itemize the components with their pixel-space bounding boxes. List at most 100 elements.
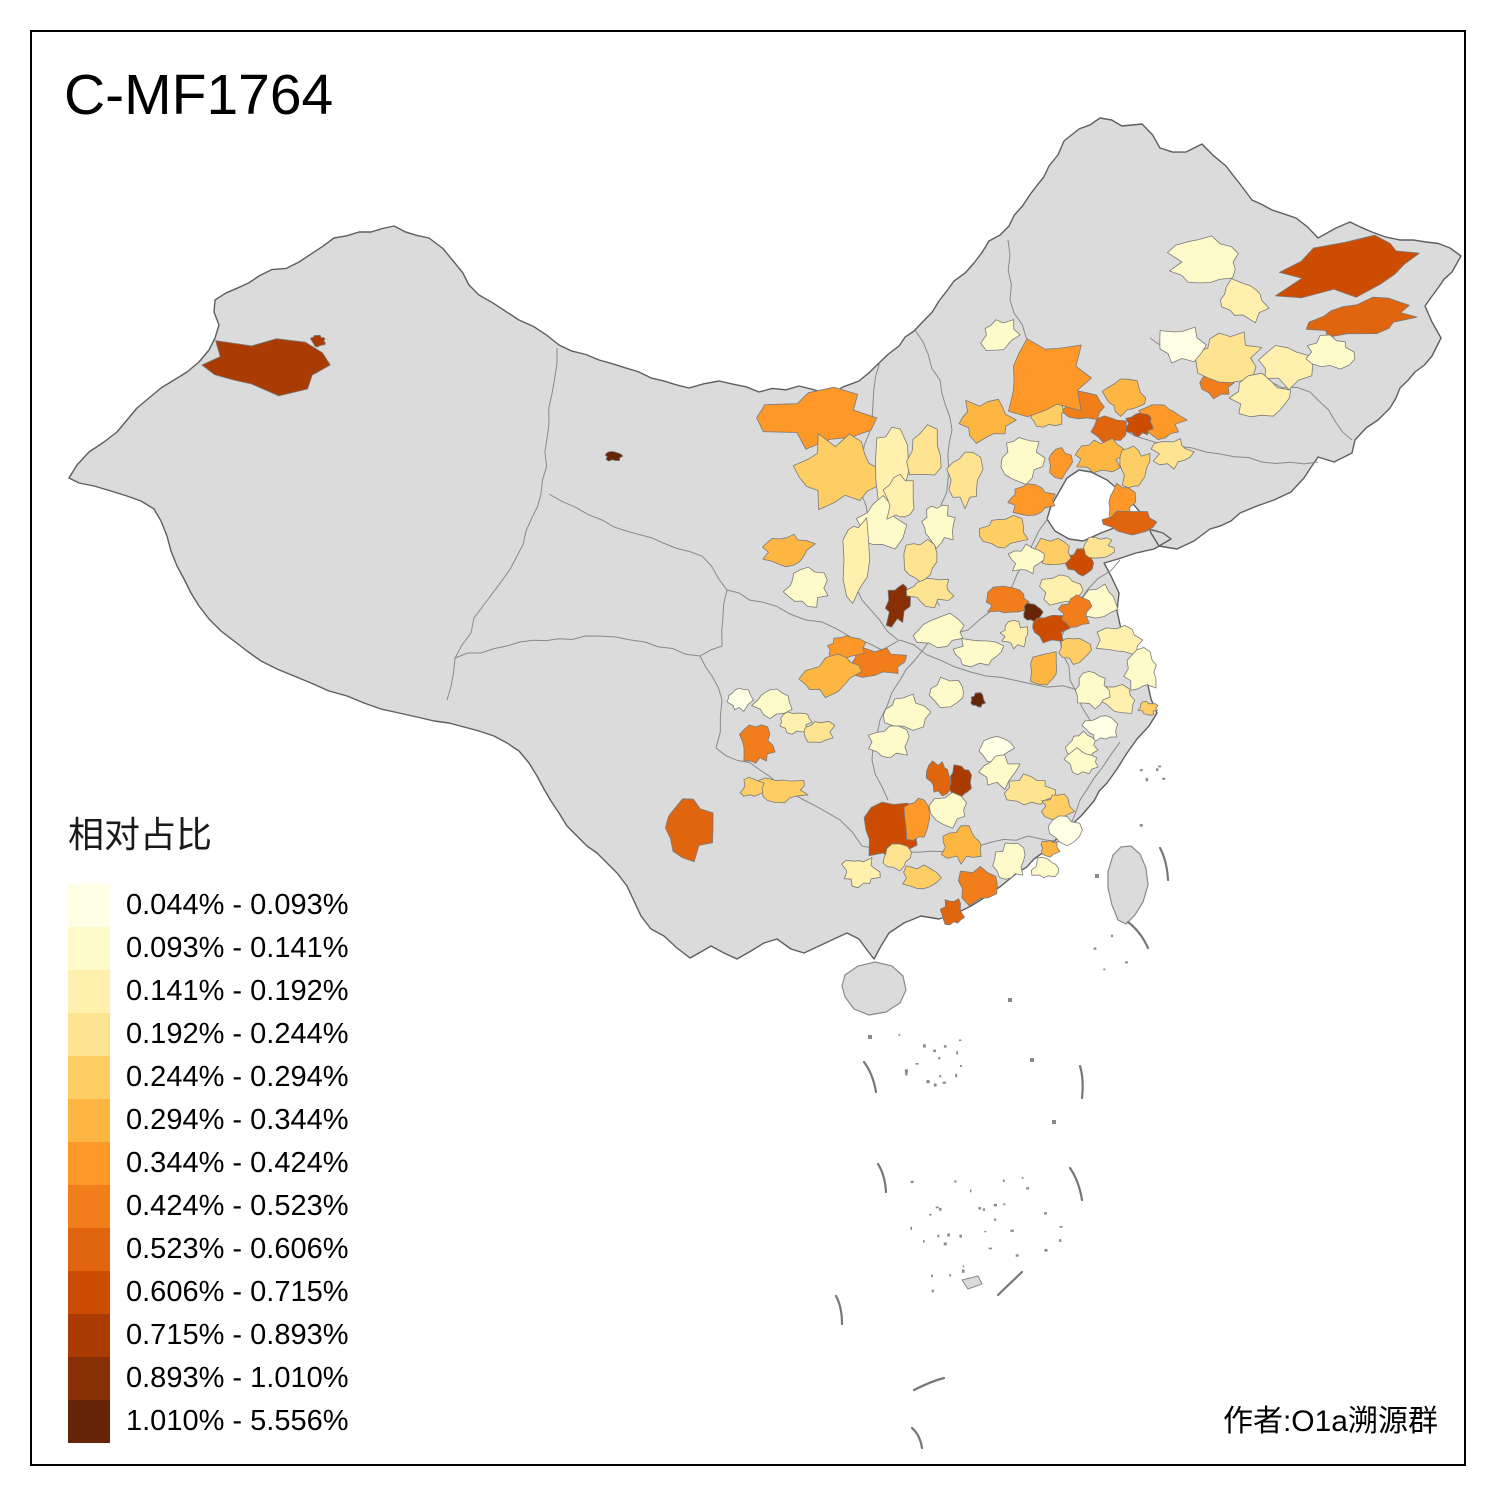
mainland-shape [68, 117, 1462, 960]
island-dot [988, 1247, 992, 1250]
legend-swatch [68, 1142, 110, 1185]
prefecture-region [827, 635, 867, 660]
island-dot [1145, 777, 1149, 782]
island-dot [1059, 1239, 1062, 1242]
prefecture-region [756, 386, 878, 450]
island-dot [898, 1033, 901, 1036]
prefecture-region [1167, 235, 1239, 284]
prefecture-region [1305, 334, 1356, 370]
prefecture-region [1083, 536, 1115, 559]
prefecture-region [1220, 278, 1270, 324]
legend-title: 相对占比 [68, 814, 213, 855]
island-dot [1139, 824, 1143, 827]
prefecture-region [842, 517, 871, 604]
nine-dash-segment [1126, 920, 1150, 950]
island-dot [1139, 769, 1143, 772]
prefecture-region [1228, 372, 1291, 418]
prefecture-region [1123, 647, 1157, 691]
legend-swatch [68, 927, 110, 970]
nine-dash-segment [876, 1162, 888, 1194]
island-dot [955, 1073, 958, 1078]
legend-class-label: 1.010% - 5.556% [126, 1405, 349, 1437]
island-dot [868, 1035, 872, 1039]
island-dot [993, 1203, 997, 1207]
island-dot [982, 1208, 986, 1211]
nine-dash-segment [912, 1376, 946, 1392]
island-dot [949, 1274, 952, 1277]
prefecture-region [921, 504, 956, 549]
legend-class-label: 0.893% - 1.010% [126, 1362, 349, 1394]
prefecture-region [929, 676, 964, 708]
prefecture-region [939, 898, 965, 926]
legend-item: 0.893% - 1.010% [68, 1357, 348, 1400]
legend-swatch [68, 1099, 110, 1142]
legend-swatch [68, 1357, 110, 1400]
island-dot [943, 1045, 947, 1048]
nine-dash-segment [1078, 1064, 1084, 1100]
prefecture-region [850, 647, 908, 678]
prefecture-region [310, 334, 326, 348]
island-dot [938, 1057, 941, 1060]
prefecture-region [948, 764, 972, 797]
nine-dash-segment [834, 1294, 844, 1326]
legend-item: 0.715% - 0.893% [68, 1314, 348, 1357]
prefecture-region [882, 473, 915, 520]
islands-and-dash-line [834, 765, 1170, 1450]
legend-swatch [68, 1228, 110, 1271]
attribution: 作者:O1a溯源群 [1222, 1405, 1438, 1438]
prefecture-region [958, 398, 1017, 444]
prefecture-region [978, 754, 1021, 790]
prefecture-region [906, 424, 942, 476]
island-dot [1103, 968, 1106, 971]
island-dot [931, 1274, 933, 1278]
mainland-outline [68, 117, 1462, 1016]
prefecture-region [978, 515, 1029, 549]
island-dot [959, 1064, 962, 1068]
prefecture-region [782, 566, 829, 608]
province-border-line [1097, 419, 1319, 465]
prefecture-region [726, 687, 754, 712]
prefecture-region [1101, 510, 1158, 536]
island-dot [956, 1051, 958, 1055]
legend-item: 0.244% - 0.294% [68, 1056, 348, 1099]
prefecture-region [912, 612, 965, 649]
island-dot [910, 1180, 914, 1184]
legend-class-label: 0.344% - 0.424% [126, 1147, 349, 1179]
island-dot [1021, 1177, 1024, 1179]
prefecture-region [604, 451, 624, 462]
legend-class-label: 0.244% - 0.294% [126, 1061, 349, 1093]
prefecture-region [1057, 594, 1093, 628]
island-dot [994, 1218, 997, 1221]
legend-swatch [68, 1056, 110, 1099]
island-dot [905, 1072, 908, 1076]
prefecture-region [751, 688, 793, 720]
prefecture-region [1031, 857, 1059, 879]
prefecture-region [958, 866, 998, 907]
nine-dash-segment [1068, 1166, 1084, 1202]
legend-item: 0.523% - 0.606% [68, 1228, 348, 1271]
prefecture-region [928, 792, 967, 829]
legend: 相对占比 0.044% - 0.093% 0.093% - 0.141% 0.141… [68, 806, 348, 1443]
legend-swatch [68, 1400, 110, 1443]
province-border-line [446, 347, 558, 701]
prefecture-region [970, 692, 986, 708]
island-dot [910, 1226, 912, 1230]
prefecture-region [841, 857, 881, 889]
prefecture-region [940, 825, 982, 865]
island-dot [1111, 934, 1113, 938]
legend-class-label: 0.424% - 0.523% [126, 1190, 349, 1222]
island-dot [929, 1213, 932, 1216]
island-dot [984, 1230, 987, 1233]
island-dot [1030, 1058, 1034, 1062]
prefecture-region [884, 583, 911, 628]
prefecture-region [882, 693, 932, 731]
island-dot [923, 1239, 925, 1243]
prefecture-region [1075, 437, 1126, 474]
island-dot [933, 1083, 937, 1087]
legend-item: 1.010% - 5.556% [68, 1400, 348, 1443]
prefecture-region [1081, 715, 1119, 743]
legend-swatch [68, 1314, 110, 1357]
prefecture-region [1063, 747, 1099, 776]
prefecture-region [1274, 234, 1420, 299]
